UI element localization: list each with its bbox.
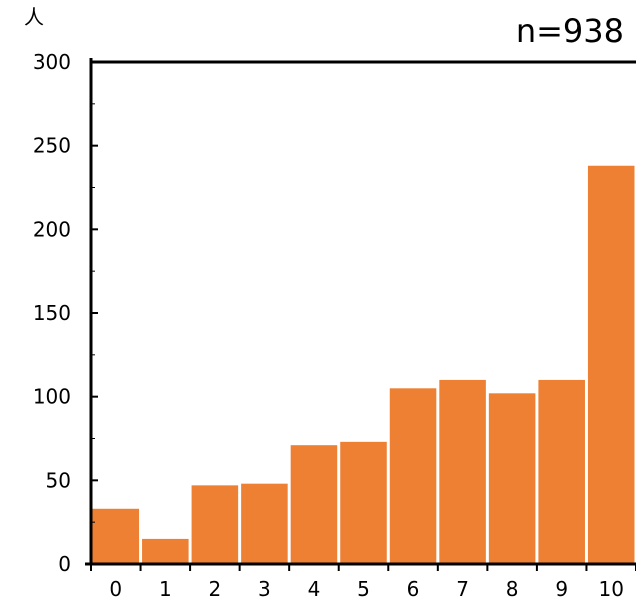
x-tick-label: 10 bbox=[599, 577, 624, 601]
x-tick-label: 7 bbox=[456, 577, 469, 601]
x-tick-label: 6 bbox=[407, 577, 420, 601]
y-axis: 0 50 100 150 200 250 300 bbox=[33, 50, 636, 576]
bar bbox=[587, 165, 635, 564]
y-tick-label: 200 bbox=[33, 217, 71, 241]
y-tick-label: 300 bbox=[33, 50, 71, 74]
bar bbox=[439, 379, 486, 564]
sample-size-label: n=938 bbox=[516, 12, 624, 50]
x-tick-label: 9 bbox=[555, 577, 568, 601]
bar bbox=[191, 485, 239, 564]
bar bbox=[290, 445, 338, 564]
bar bbox=[92, 508, 140, 564]
x-tick-label: 3 bbox=[258, 577, 271, 601]
y-tick-label: 150 bbox=[33, 301, 71, 325]
bars-group bbox=[92, 165, 635, 564]
x-tick-label: 8 bbox=[506, 577, 519, 601]
y-tick-label: 100 bbox=[33, 385, 71, 409]
bar bbox=[241, 483, 288, 564]
x-tick-label: 4 bbox=[308, 577, 321, 601]
bar bbox=[340, 441, 387, 564]
bar bbox=[142, 538, 189, 564]
y-tick-label: 250 bbox=[33, 134, 71, 158]
x-tick-label: 2 bbox=[208, 577, 221, 601]
bar bbox=[389, 388, 437, 564]
y-unit-label: 人 bbox=[24, 5, 44, 29]
y-tick-label: 50 bbox=[46, 468, 71, 492]
y-tick-label: 0 bbox=[58, 552, 71, 576]
x-axis: 0 1 2 3 4 5 6 7 8 9 10 bbox=[85, 562, 636, 601]
x-tick-label: 1 bbox=[159, 577, 172, 601]
bar bbox=[488, 393, 536, 564]
x-tick-label: 0 bbox=[109, 577, 122, 601]
x-tick-label: 5 bbox=[357, 577, 370, 601]
bar bbox=[538, 379, 585, 564]
